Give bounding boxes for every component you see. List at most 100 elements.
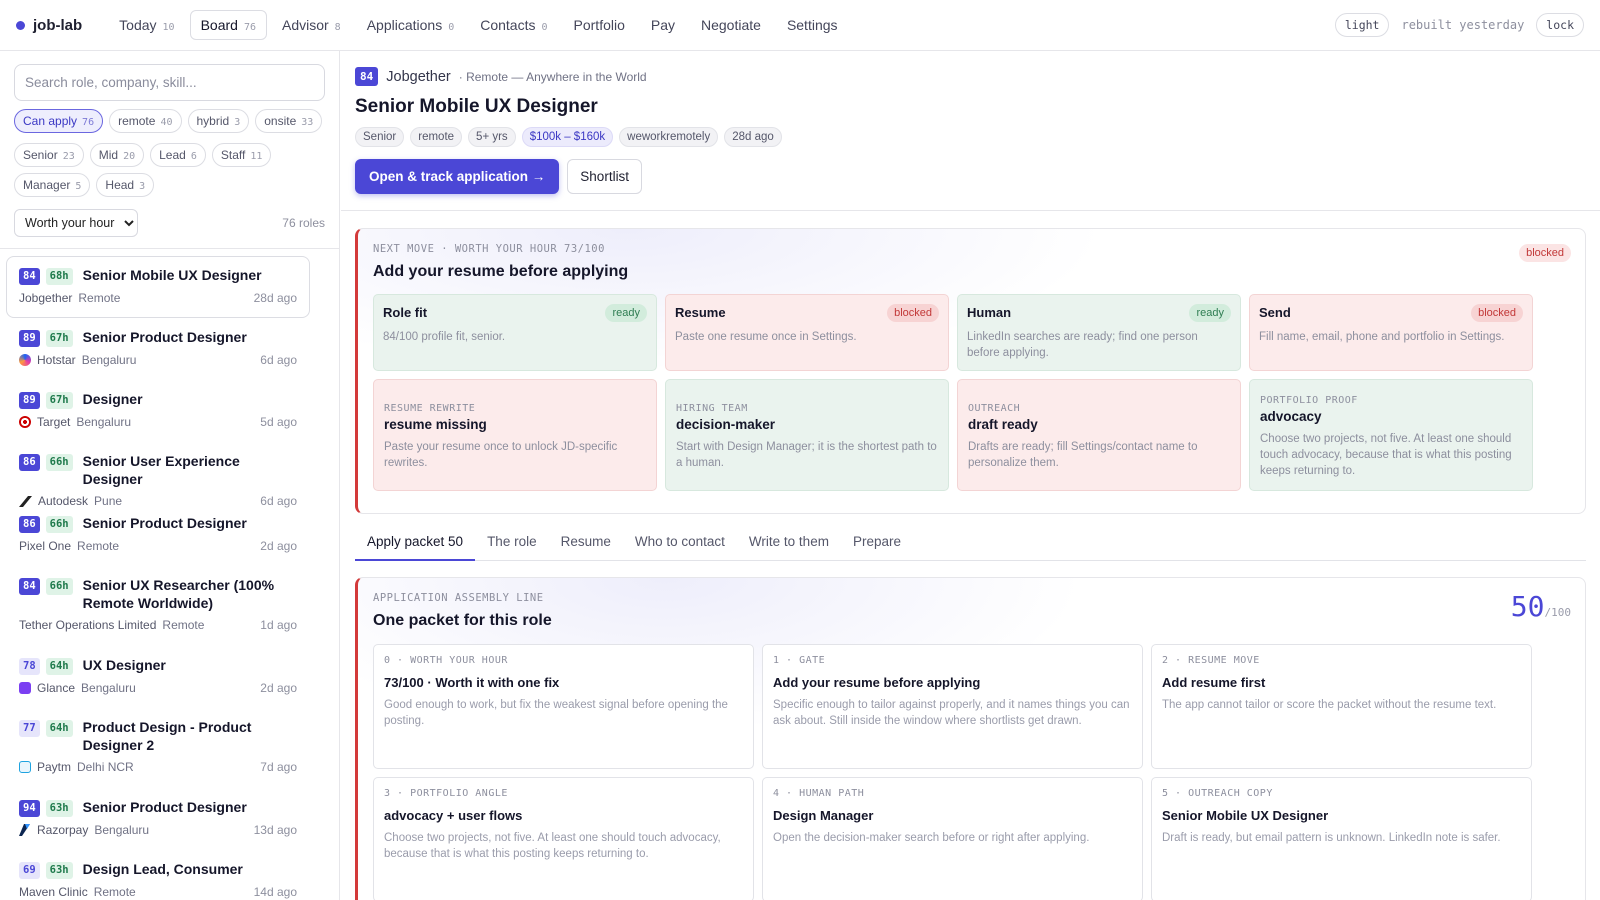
nav-label: Applications	[366, 17, 443, 33]
step-kicker: 2 · RESUME MOVE	[1162, 655, 1260, 666]
packet-steps: 0 · WORTH YOUR HOUR 73/100 · Worth it wit…	[373, 644, 1570, 900]
tab-resume[interactable]: Resume	[560, 534, 611, 549]
packet-step[interactable]: 5 · OUTREACH COPY Senior Mobile UX Design…	[1151, 777, 1532, 900]
nav-count: 0	[541, 22, 548, 33]
score-badge: 86	[19, 454, 40, 471]
job-card[interactable]: 94 63h Senior Product Designer Razorpay Ben…	[6, 788, 310, 850]
company-name: Target	[37, 415, 71, 429]
sort-select[interactable]: Worth your hour	[14, 209, 138, 237]
packet-kicker: APPLICATION ASSEMBLY LINE	[373, 592, 544, 604]
nav-portfolio[interactable]: Portfolio	[563, 10, 636, 40]
chip-onsite[interactable]: onsite 33	[255, 109, 323, 133]
nav-negotiate[interactable]: Negotiate	[690, 10, 772, 40]
company-name[interactable]: Jobgether	[386, 68, 451, 85]
job-card[interactable]: 89 67h Senior Product Designer Hotstar Beng…	[6, 318, 310, 380]
chip-manager[interactable]: Manager 5	[14, 173, 91, 197]
tab-prepare[interactable]: Prepare	[852, 534, 901, 549]
chip-lead[interactable]: Lead 6	[150, 143, 206, 167]
job-card[interactable]: 86 66h Senior User Experience Designer Aut…	[6, 442, 310, 508]
check-resume: Resume blocked Paste one resume once in …	[665, 294, 949, 371]
chip-staff[interactable]: Staff 11	[211, 143, 272, 167]
detail-resume-rewrite[interactable]: RESUME REWRITE resume missing Paste your…	[373, 379, 657, 491]
location-line: · Remote — Anywhere in the World	[458, 69, 647, 84]
tab-who-to-contact[interactable]: Who to contact	[634, 534, 725, 549]
nav-board[interactable]: Board 76	[189, 10, 267, 40]
chip-can-apply[interactable]: Can apply 76	[14, 109, 104, 133]
status-badge: blocked	[1519, 244, 1571, 262]
chip-label: Mid	[98, 148, 119, 162]
packet-card: APPLICATION ASSEMBLY LINE One packet for…	[355, 577, 1586, 900]
hours-badge: 67h	[45, 330, 73, 347]
detail-outreach[interactable]: OUTREACH draft ready Drafts are ready; f…	[957, 379, 1241, 491]
shortlist-button[interactable]: Shortlist	[567, 159, 643, 194]
nav-right: light rebuilt yesterday lock	[1334, 13, 1584, 37]
tab-the-role[interactable]: The role	[487, 534, 537, 549]
job-card[interactable]: 78 64h UX Designer Glance Bengaluru 2d ago	[6, 646, 310, 708]
job-card[interactable]: 69 63h Design Lead, Consumer Maven Clinic R…	[6, 850, 310, 900]
chip-remote[interactable]: remote 40	[109, 109, 182, 133]
chip-hybrid[interactable]: hybrid 3	[187, 109, 250, 133]
check-title: Human	[967, 305, 1012, 320]
chip-count: 5	[75, 181, 82, 192]
job-title: Senior Product Designer	[82, 329, 247, 345]
step-desc: Open the decision-maker search before or…	[773, 832, 1090, 844]
packet-step[interactable]: 2 · RESUME MOVE Add resume first The app c…	[1151, 644, 1532, 769]
lock-button[interactable]: lock	[1536, 13, 1584, 37]
step-title: Add resume first	[1162, 675, 1266, 690]
job-location: Remote	[78, 291, 121, 305]
tag-salary: $100k – $160k	[521, 127, 614, 147]
chip-head[interactable]: Head 3	[96, 173, 155, 197]
job-card[interactable]: 89 67h Designer Target Bengaluru 5d ago	[6, 380, 310, 442]
job-location: Bengaluru	[94, 823, 150, 837]
packet-step[interactable]: 4 · HUMAN PATH Design Manager Open the dec…	[762, 777, 1143, 900]
sort-row: Worth your hour 76 roles	[14, 209, 325, 237]
job-card[interactable]: 77 64h Product Design - Product Designer 2…	[6, 708, 310, 788]
nav-today[interactable]: Today 10	[108, 10, 185, 40]
roles-count: 76 roles	[282, 216, 325, 230]
job-card[interactable]: 86 66h Senior Product Designer Pixel One Re…	[6, 504, 310, 566]
next-move-kicker: NEXT MOVE · WORTH YOUR HOUR 73/100	[373, 243, 605, 255]
open-track-application-button[interactable]: Open & track application →	[355, 159, 560, 194]
step-desc: Good enough to work, but fix the weakest…	[384, 699, 728, 727]
detail-kicker: OUTREACH	[968, 403, 1021, 414]
brand[interactable]: job-lab	[16, 17, 82, 34]
hours-badge: 64h	[45, 720, 73, 737]
packet-score: 50 /100	[1511, 590, 1571, 623]
nav-contacts[interactable]: Contacts 0	[469, 10, 558, 40]
score-badge: 94	[19, 800, 40, 817]
detail-desc: Paste your resume once to unlock JD-spec…	[384, 441, 618, 469]
detail-kicker: PORTFOLIO PROOF	[1260, 395, 1358, 406]
posted-ago: 28d ago	[253, 291, 297, 305]
nav-count: 0	[448, 22, 455, 33]
packet-step[interactable]: 3 · PORTFOLIO ANGLE advocacy + user flows…	[373, 777, 754, 900]
nav-label: Pay	[650, 17, 675, 33]
target-logo-icon	[19, 416, 31, 428]
detail-hiring-team[interactable]: HIRING TEAM decision-maker Start with De…	[665, 379, 949, 491]
detail-portfolio-proof[interactable]: PORTFOLIO PROOF advocacy Choose two proj…	[1249, 379, 1533, 491]
nav-settings[interactable]: Settings	[776, 10, 849, 40]
check-desc: Fill name, email, phone and portfolio in…	[1259, 331, 1505, 343]
search-input[interactable]	[14, 64, 325, 101]
hours-badge: 66h	[45, 454, 73, 471]
filter-chips-row-1: Can apply 76 remote 40 hybrid 3 onsite 33	[14, 109, 334, 133]
job-card[interactable]: 84 66h Senior UX Researcher (100% Remote W…	[6, 566, 310, 646]
chip-senior[interactable]: Senior 23	[14, 143, 84, 167]
job-card[interactable]: 84 68h Senior Mobile UX Designer Jobgether…	[6, 256, 310, 318]
company-name: Hotstar	[37, 353, 76, 367]
packet-step[interactable]: 0 · WORTH YOUR HOUR 73/100 · Worth it wit…	[373, 644, 754, 769]
job-list: 84 68h Senior Mobile UX Designer Jobgether…	[6, 256, 310, 900]
nav-advisor[interactable]: Advisor 8	[271, 10, 352, 40]
packet-step[interactable]: 1 · GATE Add your resume before applying S…	[762, 644, 1143, 769]
chip-mid[interactable]: Mid 20	[89, 143, 145, 167]
job-location: Remote	[77, 539, 120, 553]
hours-badge: 66h	[45, 578, 73, 595]
tab-apply-packet[interactable]: Apply packet 50	[355, 526, 476, 561]
posted-ago: 14d ago	[253, 885, 297, 899]
tab-write-to-them[interactable]: Write to them	[748, 534, 829, 549]
job-title: Design Lead, Consumer	[82, 861, 243, 877]
step-title: advocacy + user flows	[384, 808, 523, 823]
theme-toggle-button[interactable]: light	[1334, 13, 1390, 37]
step-title: Senior Mobile UX Designer	[1162, 808, 1329, 823]
nav-pay[interactable]: Pay	[640, 10, 686, 40]
nav-applications[interactable]: Applications 0	[356, 10, 466, 40]
